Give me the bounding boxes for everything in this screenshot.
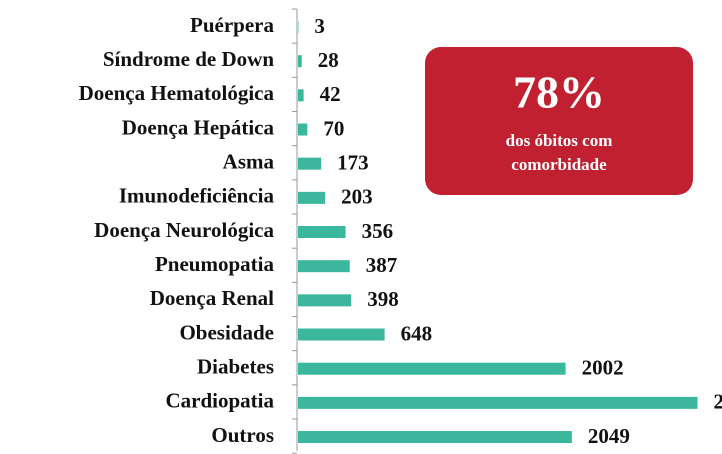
bar (298, 294, 352, 307)
value-label: 398 (367, 287, 399, 311)
value-label: 70 (323, 116, 344, 140)
value-label: 2002 (582, 356, 624, 380)
bar (298, 226, 346, 239)
value-label: 387 (366, 253, 398, 277)
value-label: 173 (337, 150, 369, 174)
y-tick-label: Obesidade (179, 320, 274, 344)
y-tick-label: Pneumopatia (155, 252, 275, 276)
value-label: 3 (314, 14, 325, 38)
y-tick-label: Doença Renal (150, 286, 274, 310)
y-tick-label: Síndrome de Down (103, 47, 274, 71)
y-tick-label: Doença Neurológica (94, 218, 274, 242)
y-tick-label: Asma (223, 149, 275, 173)
value-label: 2989 (714, 390, 722, 414)
value-label: 356 (362, 219, 394, 243)
bar (298, 89, 304, 102)
y-tick-label: Cardiopatia (165, 389, 274, 413)
callout-text: dos óbitos com (506, 131, 613, 150)
callout-headline: 78% (513, 67, 605, 118)
y-tick-label: Outros (211, 423, 274, 447)
bar (298, 431, 572, 444)
value-label: 28 (318, 48, 339, 72)
bar (298, 123, 308, 136)
callout-box (425, 47, 693, 195)
y-tick-label: Doença Hepática (122, 115, 275, 139)
bar (298, 191, 326, 204)
bar (298, 362, 566, 375)
bar (298, 328, 385, 341)
value-label: 648 (401, 321, 433, 345)
bar (298, 260, 350, 273)
value-label: 42 (320, 82, 341, 106)
bar (298, 157, 322, 170)
y-tick-label: Imunodeficiência (119, 184, 275, 208)
callout-text: comorbidade (511, 155, 607, 174)
bar (298, 55, 302, 68)
y-tick-label: Doença Hematológica (79, 81, 275, 105)
y-tick-label: Diabetes (197, 355, 274, 379)
y-tick-label: Puérpera (190, 13, 274, 37)
value-label: 2049 (588, 424, 630, 448)
value-label: 203 (341, 185, 373, 209)
bar (298, 396, 698, 409)
